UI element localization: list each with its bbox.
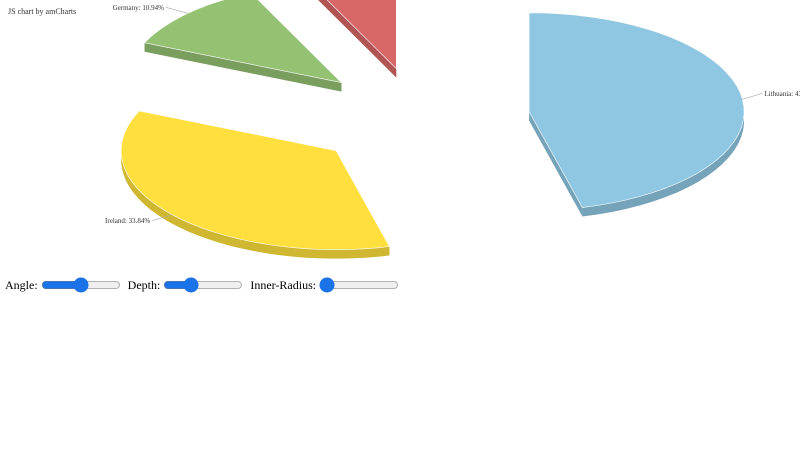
inner-radius-label: Inner-Radius: bbox=[250, 277, 317, 292]
depth-control: Depth: bbox=[128, 278, 248, 293]
inner-radius-control: Inner-Radius: bbox=[250, 278, 403, 293]
angle-slider[interactable] bbox=[40, 278, 121, 292]
angle-control: Angle: bbox=[5, 278, 125, 293]
slice-tick-germany bbox=[165, 7, 189, 14]
inner-radius-slider[interactable] bbox=[319, 278, 400, 292]
pie-slice-ireland[interactable] bbox=[120, 110, 390, 259]
depth-slider[interactable] bbox=[163, 278, 244, 292]
slice-tick-ireland bbox=[152, 214, 173, 221]
slice-label-germany: Germany: 10.94% bbox=[113, 4, 164, 12]
pie-slice-germany[interactable] bbox=[144, 0, 343, 92]
slice-label-ireland: Ireland: 33.84% bbox=[105, 217, 150, 225]
slice-tick-lithuania bbox=[742, 93, 763, 100]
pie-slice-lithuania[interactable] bbox=[528, 12, 745, 217]
controls-bar: Angle: Depth: Inner-Radius: bbox=[5, 276, 406, 294]
angle-label: Angle: bbox=[5, 277, 38, 292]
pie-slice-australia[interactable] bbox=[306, 0, 397, 78]
depth-label: Depth: bbox=[127, 277, 161, 292]
slice-label-lithuania: Lithuania: 43.77% bbox=[764, 90, 800, 98]
chart-credit[interactable]: JS chart by amCharts bbox=[8, 7, 77, 16]
pie-chart: Australia: 6.57%Germany: 10.94%Lithuania… bbox=[105, 0, 800, 259]
